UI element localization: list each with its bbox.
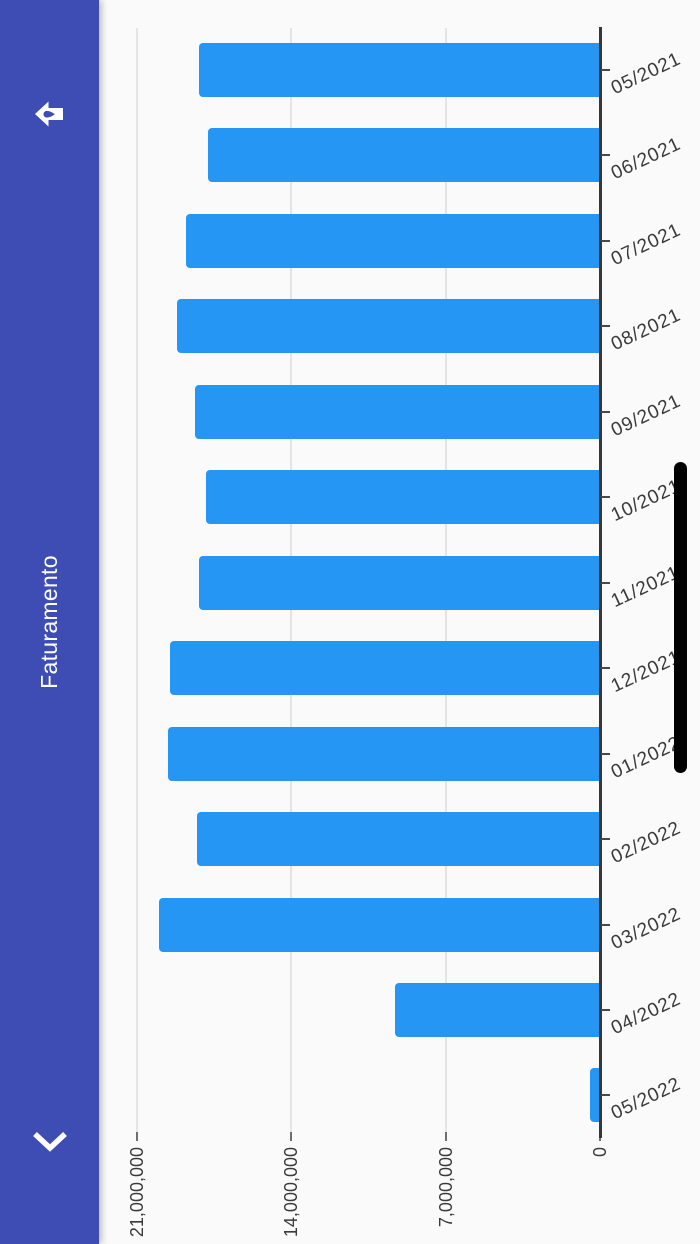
x-axis-tick: [601, 239, 610, 242]
x-axis-label: 08/2021: [608, 304, 685, 356]
bar-02-2022[interactable]: [196, 812, 600, 867]
bar-06-2021[interactable]: [207, 128, 600, 183]
bar-01-2022[interactable]: [167, 726, 600, 781]
bar-11-2021[interactable]: [198, 555, 600, 610]
bar-04-2022[interactable]: [394, 983, 600, 1038]
x-axis-label: 02/2022: [608, 817, 685, 869]
x-axis-label: 05/2022: [608, 1074, 685, 1125]
bar-08-2021[interactable]: [176, 299, 600, 354]
bar-07-2021[interactable]: [185, 213, 600, 268]
bar-12-2021[interactable]: [170, 641, 600, 696]
y-axis-tick: [136, 1132, 138, 1141]
y-axis-tick: [290, 1132, 293, 1141]
page-title: Faturamento: [36, 555, 62, 689]
x-axis-label: 05/2021: [608, 48, 685, 100]
x-axis-label: 04/2022: [608, 988, 685, 1040]
back-button[interactable]: [28, 1127, 72, 1155]
back-arrow-drop-icon: [35, 98, 67, 130]
exit-button[interactable]: [35, 98, 63, 130]
y-axis-label: 7,000,000: [435, 1147, 456, 1228]
y-axis-tick: [444, 1132, 447, 1141]
bar-09-2021[interactable]: [195, 384, 600, 439]
x-axis-tick: [601, 923, 610, 926]
bar-05-2021[interactable]: [198, 43, 600, 98]
x-axis-tick: [601, 69, 610, 72]
x-axis-tick: [601, 752, 610, 755]
gridline: [136, 28, 138, 1138]
x-axis-tick: [601, 496, 610, 499]
x-axis-tick: [601, 838, 610, 841]
x-axis-label: 03/2022: [608, 903, 685, 954]
bar-10-2021[interactable]: [206, 470, 600, 525]
y-axis-label: 21,000,000: [127, 1147, 147, 1238]
y-axis-label: 0: [590, 1147, 610, 1158]
x-axis-label: 06/2021: [608, 134, 685, 185]
chevron-back-icon: [33, 1127, 76, 1155]
bar-03-2022[interactable]: [159, 897, 600, 952]
x-axis-tick: [601, 410, 610, 413]
x-axis-tick: [601, 1094, 610, 1097]
x-axis-label: 07/2021: [608, 219, 685, 270]
x-axis-tick: [601, 1009, 610, 1012]
x-axis-tick: [601, 667, 610, 670]
x-axis-tick: [601, 581, 610, 584]
x-axis-label: 11/2021: [608, 561, 683, 612]
y-axis-label: 14,000,000: [281, 1147, 302, 1238]
x-axis-label: 09/2021: [608, 390, 685, 441]
x-axis-tick: [601, 154, 610, 157]
app-bar: Faturamento: [0, 0, 99, 1244]
horizontal-scrollbar[interactable]: [674, 462, 687, 773]
x-axis-tick: [601, 325, 610, 328]
